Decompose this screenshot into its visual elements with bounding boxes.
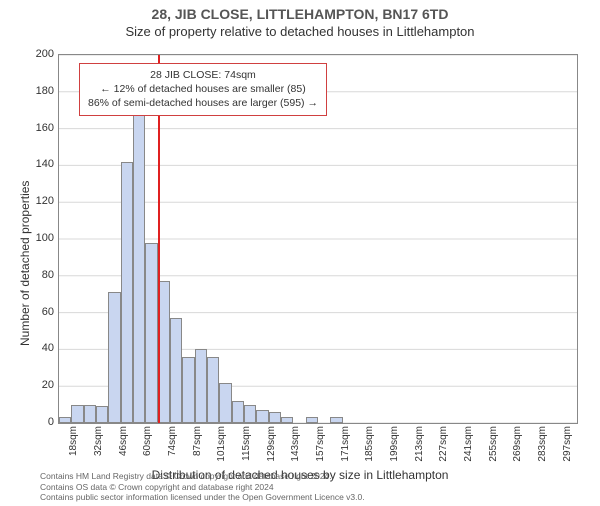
histogram-bar [269,412,281,423]
y-tick-label: 140 [14,158,54,170]
histogram-bar [145,243,157,423]
footer-line-2: Contains OS data © Crown copyright and d… [40,482,365,492]
footer-line-1: Contains HM Land Registry data © Crown c… [40,471,365,481]
histogram-bar [195,349,207,423]
histogram-bar [182,357,194,423]
y-tick-label: 20 [14,379,54,391]
y-tick-label: 120 [14,195,54,207]
x-tick-label: 18sqm [68,426,79,456]
annotation-line-1: 28 JIB CLOSE: 74sqm [88,68,318,82]
annotation-box: 28 JIB CLOSE: 74sqm ← 12% of detached ho… [79,63,327,116]
x-tick-label: 32sqm [93,426,104,456]
x-tick-label: 241sqm [463,426,474,462]
histogram-bar [232,401,244,423]
histogram-bar [121,162,133,423]
x-tick-label: 74sqm [167,426,178,456]
histogram-bar [207,357,219,423]
histogram-bar [306,417,318,423]
x-tick-label: 185sqm [364,426,375,462]
histogram-bar [281,417,293,423]
address-title: 28, JIB CLOSE, LITTLEHAMPTON, BN17 6TD [0,6,600,22]
y-tick-label: 40 [14,342,54,354]
x-tick-label: 171sqm [340,426,351,462]
histogram-bar [59,417,71,423]
x-tick-label: 87sqm [192,426,203,456]
x-tick-label: 115sqm [241,426,252,461]
histogram-bar [108,292,120,423]
x-tick-label: 283sqm [537,426,548,462]
x-tick-label: 143sqm [290,426,301,462]
y-tick-label: 100 [14,232,54,244]
x-tick-label: 129sqm [266,426,277,462]
histogram-bar [96,406,108,423]
x-tick-label: 60sqm [142,426,153,456]
x-tick-label: 269sqm [512,426,523,462]
x-tick-label: 101sqm [216,426,227,462]
x-tick-label: 213sqm [414,426,425,462]
y-tick-label: 60 [14,306,54,318]
x-tick-label: 297sqm [562,426,573,462]
y-tick-label: 0 [14,416,54,428]
x-tick-label: 199sqm [389,426,400,462]
x-tick-label: 157sqm [315,426,326,462]
histogram-bar [256,410,268,423]
histogram-bar [133,105,145,423]
footer-line-3: Contains public sector information licen… [40,492,365,502]
y-tick-label: 180 [14,85,54,97]
chart-subtitle: Size of property relative to detached ho… [0,24,600,39]
histogram-bar [219,383,231,423]
y-tick-label: 200 [14,48,54,60]
y-tick-label: 160 [14,122,54,134]
histogram-bar [84,405,96,423]
x-tick-label: 255sqm [488,426,499,462]
y-tick-label: 80 [14,269,54,281]
footer-attribution: Contains HM Land Registry data © Crown c… [40,471,365,502]
histogram-bar [244,405,256,423]
annotation-line-2: ← 12% of detached houses are smaller (85… [88,82,318,96]
histogram-bar [330,417,342,423]
chart-plot-area: 28 JIB CLOSE: 74sqm ← 12% of detached ho… [58,54,578,424]
histogram-bar [71,405,83,423]
histogram-bar [170,318,182,423]
x-tick-label: 46sqm [118,426,129,456]
annotation-line-3: 86% of semi-detached houses are larger (… [88,96,318,110]
x-tick-label: 227sqm [438,426,449,462]
